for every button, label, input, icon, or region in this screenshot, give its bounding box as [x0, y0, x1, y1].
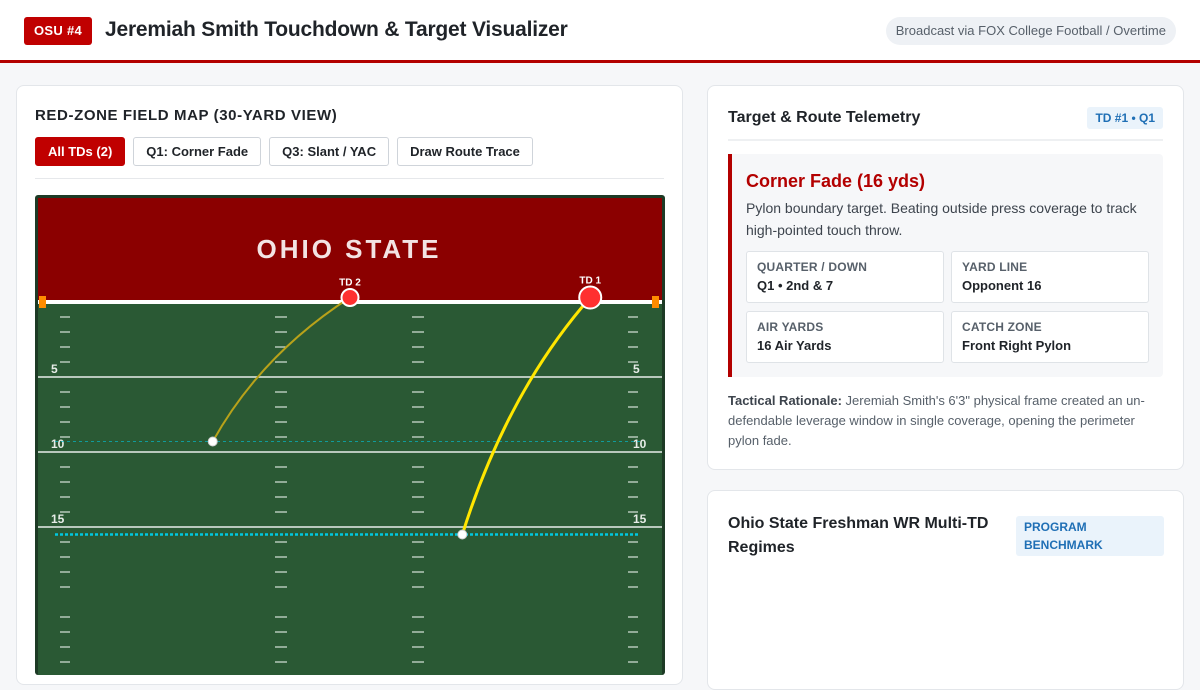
td-catch-marker: [340, 288, 360, 307]
left-pylon: [39, 296, 46, 308]
play-detail-box: Corner Fade (16 yds) Pylon boundary targ…: [728, 154, 1163, 377]
stat-label: AIR YARDS: [757, 320, 824, 334]
stat-value: 16 Air Yards: [757, 338, 832, 353]
yard-number-right: 10: [633, 437, 647, 451]
play-name: Corner Fade (16 yds): [746, 171, 926, 191]
yard-number-right: 5: [633, 362, 640, 376]
route-path: [211, 296, 351, 442]
team-rank-badge: OSU #4: [24, 17, 93, 45]
field-svg[interactable]: OHIO STATE 5 5 10 10 15 15 TD 1 TD 2: [35, 195, 665, 675]
route-start-dot: [207, 436, 218, 447]
stat-yard-line: YARD LINE Opponent 16: [951, 251, 1149, 303]
filter-all-tds-button[interactable]: All TDs (2): [35, 137, 126, 166]
route-start-dot: [457, 529, 468, 540]
td-selection-badge: TD #1 • Q1: [1087, 107, 1163, 129]
page-title: Jeremiah Smith Touchdown & Target Visual…: [105, 18, 568, 41]
endzone-text: OHIO STATE: [256, 234, 441, 264]
telemetry-divider: [728, 139, 1163, 141]
field-map-title: RED-ZONE FIELD MAP (30-YARD VIEW): [35, 107, 338, 124]
route-path: [460, 296, 592, 535]
td-label: TD 2: [339, 278, 361, 289]
draw-route-trace-button[interactable]: Draw Route Trace: [397, 137, 533, 166]
rationale-text: Jeremiah Smith's 6'3" physical frame cre…: [728, 393, 1145, 448]
filter-q3-slant-button[interactable]: Q3: Slant / YAC: [269, 137, 390, 166]
yard-number-left: 10: [51, 437, 65, 451]
stat-value: Front Right Pylon: [962, 338, 1072, 353]
tactical-rationale: Tactical Rationale: Jeremiah Smith's 6'3…: [728, 391, 1166, 451]
yard-number-right: 15: [633, 512, 647, 526]
stat-air-yards: AIR YARDS 16 Air Yards: [746, 311, 944, 363]
yard-number-left: 15: [51, 512, 65, 526]
yard-number-left: 5: [51, 362, 58, 376]
telemetry-card: Target & Route Telemetry TD #1 • Q1 Corn…: [707, 85, 1184, 470]
field-map-card: RED-ZONE FIELD MAP (30-YARD VIEW) All TD…: [16, 85, 683, 685]
endzone: [38, 198, 662, 302]
stat-quarter-down: QUARTER / DOWN Q1 • 2nd & 7: [746, 251, 944, 303]
benchmark-title: Ohio State Freshman WR Multi-TD Regimes: [728, 515, 989, 556]
telemetry-title: Target & Route Telemetry: [728, 109, 921, 126]
play-description: Pylon boundary target. Beating outside p…: [746, 200, 1137, 238]
benchmark-card: Ohio State Freshman WR Multi-TD Regimes …: [707, 490, 1184, 690]
td-filter-bar: All TDs (2) Q1: Corner Fade Q3: Slant / …: [35, 137, 533, 166]
stat-value: Opponent 16: [962, 278, 1042, 293]
td-catch-marker: [578, 285, 603, 310]
stat-label: CATCH ZONE: [962, 320, 1042, 334]
field-map[interactable]: OHIO STATE 5 5 10 10 15 15 TD 1 TD 2: [35, 195, 665, 675]
td-label: TD 1: [579, 276, 601, 287]
stat-label: YARD LINE: [962, 260, 1028, 274]
right-pylon: [652, 296, 659, 308]
program-benchmark-badge: PROGRAM BENCHMARK: [1016, 516, 1164, 556]
stat-label: QUARTER / DOWN: [757, 260, 868, 274]
stat-value: Q1 • 2nd & 7: [757, 278, 834, 293]
filter-divider: [35, 178, 664, 179]
app-header: OSU #4 Jeremiah Smith Touchdown & Target…: [0, 0, 1200, 63]
filter-q1-corner-fade-button[interactable]: Q1: Corner Fade: [133, 137, 262, 166]
stat-catch-zone: CATCH ZONE Front Right Pylon: [951, 311, 1149, 363]
broadcast-pill: Broadcast via FOX College Football / Ove…: [885, 17, 1176, 45]
rationale-label: Tactical Rationale:: [728, 393, 842, 408]
